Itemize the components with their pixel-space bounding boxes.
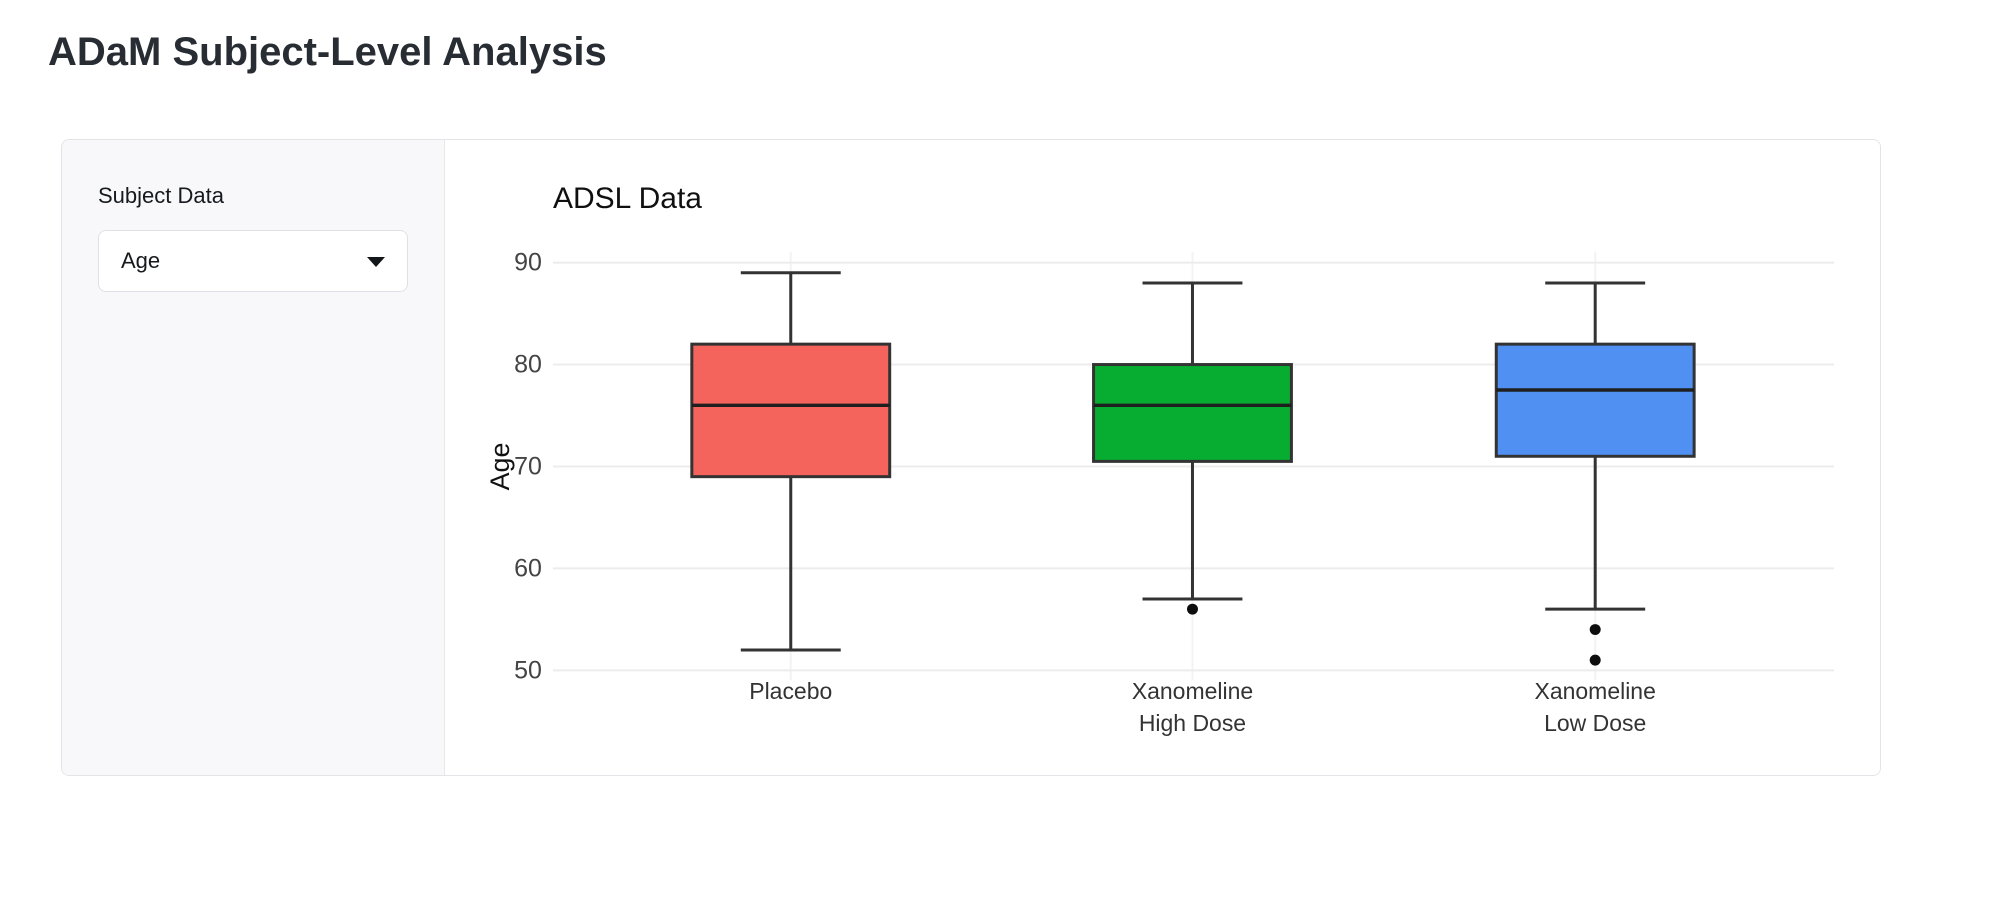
variable-select[interactable]: Age xyxy=(98,230,408,292)
chart-title: ADSL Data xyxy=(553,182,702,215)
box-xanomeline-low-dose xyxy=(1494,342,1696,458)
outlier-point-xanomeline-low-dose-1 xyxy=(1589,654,1601,666)
box-placebo xyxy=(690,342,892,479)
y-axis-title: Age xyxy=(485,443,515,491)
x-category-label-xanomeline-low-dose-line2: Low Dose xyxy=(1544,710,1646,736)
boxplot-svg[interactable]: 50 60 70 80 90 Age Placebo Xanomeline High Dose X… xyxy=(445,140,1880,775)
page-title: ADaM Subject-Level Analysis xyxy=(48,30,607,74)
y-tick-label-70: 70 xyxy=(514,452,542,480)
x-category-label-xanomeline-high-dose-line2: High Dose xyxy=(1139,710,1246,736)
subject-data-label: Subject Data xyxy=(98,183,224,208)
x-category-label-xanomeline-high-dose-line1: Xanomeline xyxy=(1132,678,1253,704)
y-tick-label-50: 50 xyxy=(514,656,542,684)
x-category-label-placebo-line1: Placebo xyxy=(749,678,832,704)
outlier-point-xanomeline-high-dose-0 xyxy=(1186,603,1198,615)
x-category-label-xanomeline-low-dose-line1: Xanomeline xyxy=(1535,678,1656,704)
sidebar: Subject Data Age xyxy=(62,140,445,775)
y-tick-label-90: 90 xyxy=(514,249,542,277)
main-panel: ADSL Data 50 60 70 80 90 Age Placebo Xanomeline… xyxy=(445,140,1880,775)
box-xanomeline-high-dose xyxy=(1092,363,1293,463)
analysis-card: Subject Data Age ADSL Data 50 60 70 80 90 Age… xyxy=(61,139,1881,776)
y-tick-label-80: 80 xyxy=(514,351,542,379)
caret-down-icon xyxy=(367,257,385,267)
y-tick-label-60: 60 xyxy=(514,554,542,582)
variable-select-value: Age xyxy=(121,248,161,273)
outlier-point-xanomeline-low-dose-0 xyxy=(1589,624,1601,636)
